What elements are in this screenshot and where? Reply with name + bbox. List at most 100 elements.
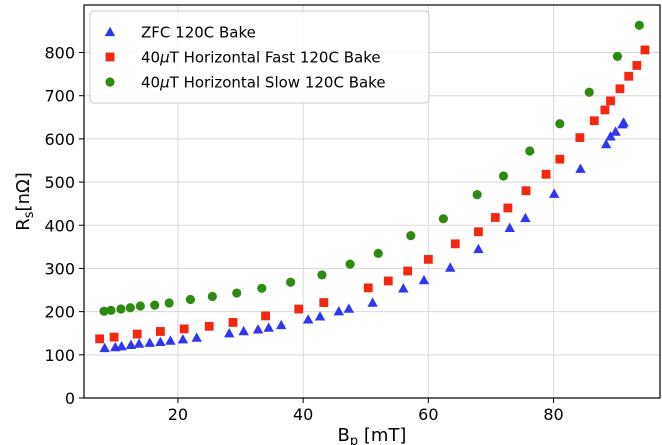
square-point	[615, 84, 625, 94]
circle-point	[555, 119, 565, 129]
triangle-point	[600, 138, 612, 149]
square-point	[204, 321, 214, 331]
triangle-point	[473, 243, 484, 254]
y-tick-label: 0	[65, 389, 75, 408]
triangle-point	[333, 305, 345, 316]
triangle-point	[165, 335, 176, 345]
x-tick-label: 20	[168, 405, 188, 424]
square-point	[632, 61, 642, 70]
triangle-point	[177, 334, 189, 344]
legend: ZFC 120C Bake 40μT Horizontal Fast 120C B…	[89, 10, 430, 104]
square-point	[450, 239, 460, 249]
y-tick-label: 400	[44, 216, 75, 235]
square-point	[228, 318, 238, 327]
triangle-point	[618, 117, 629, 127]
triangle-point	[418, 274, 430, 285]
circle-point	[164, 298, 174, 308]
circle-point	[125, 303, 135, 313]
legend-circle-marker	[105, 77, 115, 87]
triangle-point	[520, 212, 531, 223]
x-tick-label: 60	[418, 405, 438, 424]
square-point	[606, 96, 615, 106]
y-axis-label: Rs[nΩ]	[13, 172, 37, 231]
y-tick-label: 300	[44, 259, 75, 278]
x-tick-label: 40	[293, 405, 313, 424]
triangle-point	[367, 297, 378, 307]
square-point	[624, 71, 634, 81]
circle-point	[286, 277, 296, 287]
legend-square-marker	[105, 52, 115, 62]
triangle-point	[99, 342, 110, 353]
x-axis-label: Bp [mT]	[338, 425, 407, 445]
triangle-point	[398, 283, 409, 293]
triangle-point	[504, 222, 515, 233]
x-tick-label: 80	[543, 405, 563, 424]
series-1	[99, 117, 629, 353]
plot-frame	[83, 4, 661, 399]
triangle-point	[238, 325, 249, 336]
square-point	[474, 227, 483, 237]
square-point	[383, 276, 393, 286]
square-point	[363, 283, 373, 293]
circle-point	[438, 214, 448, 224]
circle-point	[472, 189, 482, 200]
circle-point	[116, 304, 126, 314]
triangle-point	[125, 339, 137, 350]
square-point	[179, 324, 189, 334]
triangle-point	[191, 332, 202, 342]
circle-point	[99, 306, 109, 316]
y-tick-label: 600	[44, 130, 75, 149]
square-point	[589, 116, 599, 126]
circle-point	[634, 20, 644, 30]
square-point	[521, 186, 531, 196]
circle-point	[345, 259, 355, 269]
square-point	[155, 327, 165, 336]
square-point	[261, 311, 270, 321]
square-point	[490, 213, 500, 222]
triangle-point	[252, 324, 264, 334]
triangle-point	[155, 336, 166, 347]
circle-point	[317, 270, 327, 280]
square-point	[403, 266, 413, 276]
circle-point	[185, 294, 196, 305]
y-tick-label: 200	[44, 303, 75, 322]
triangle-point	[445, 262, 456, 272]
triangle-point	[116, 340, 127, 351]
series-3	[99, 20, 644, 316]
y-tick-label: 100	[44, 346, 75, 365]
square-point	[541, 169, 551, 179]
legend-label: ZFC 120C Bake	[141, 24, 256, 42]
triangle-point	[610, 126, 621, 136]
y-tick-label: 500	[44, 173, 75, 192]
square-point	[132, 329, 142, 339]
circle-point	[150, 300, 160, 310]
square-point	[95, 334, 105, 344]
triangle-point	[144, 337, 155, 347]
triangle-point	[263, 322, 274, 332]
triangle-point	[548, 188, 560, 198]
plot-data	[95, 20, 650, 353]
y-tick-label: 700	[44, 87, 75, 106]
circle-point	[373, 248, 383, 258]
square-point	[319, 298, 329, 307]
square-point	[294, 304, 304, 314]
square-point	[575, 133, 585, 142]
triangle-point	[605, 131, 616, 141]
triangle-point	[224, 328, 235, 338]
square-point	[109, 332, 119, 342]
series-2	[95, 45, 650, 344]
square-point	[555, 154, 565, 164]
square-point	[600, 105, 610, 115]
circle-point	[406, 231, 416, 241]
triangle-point	[276, 319, 287, 330]
circle-point	[525, 146, 535, 156]
triangle-point	[133, 338, 145, 348]
triangle-point	[314, 311, 326, 321]
circle-point	[612, 51, 623, 61]
legend-box	[89, 10, 430, 104]
circle-point	[106, 305, 116, 315]
circle-point	[257, 283, 267, 293]
triangle-point	[302, 314, 314, 324]
legend-label: 40μT Horizontal Slow 120C Bake	[141, 74, 386, 92]
y-tick-label: 800	[44, 44, 75, 63]
